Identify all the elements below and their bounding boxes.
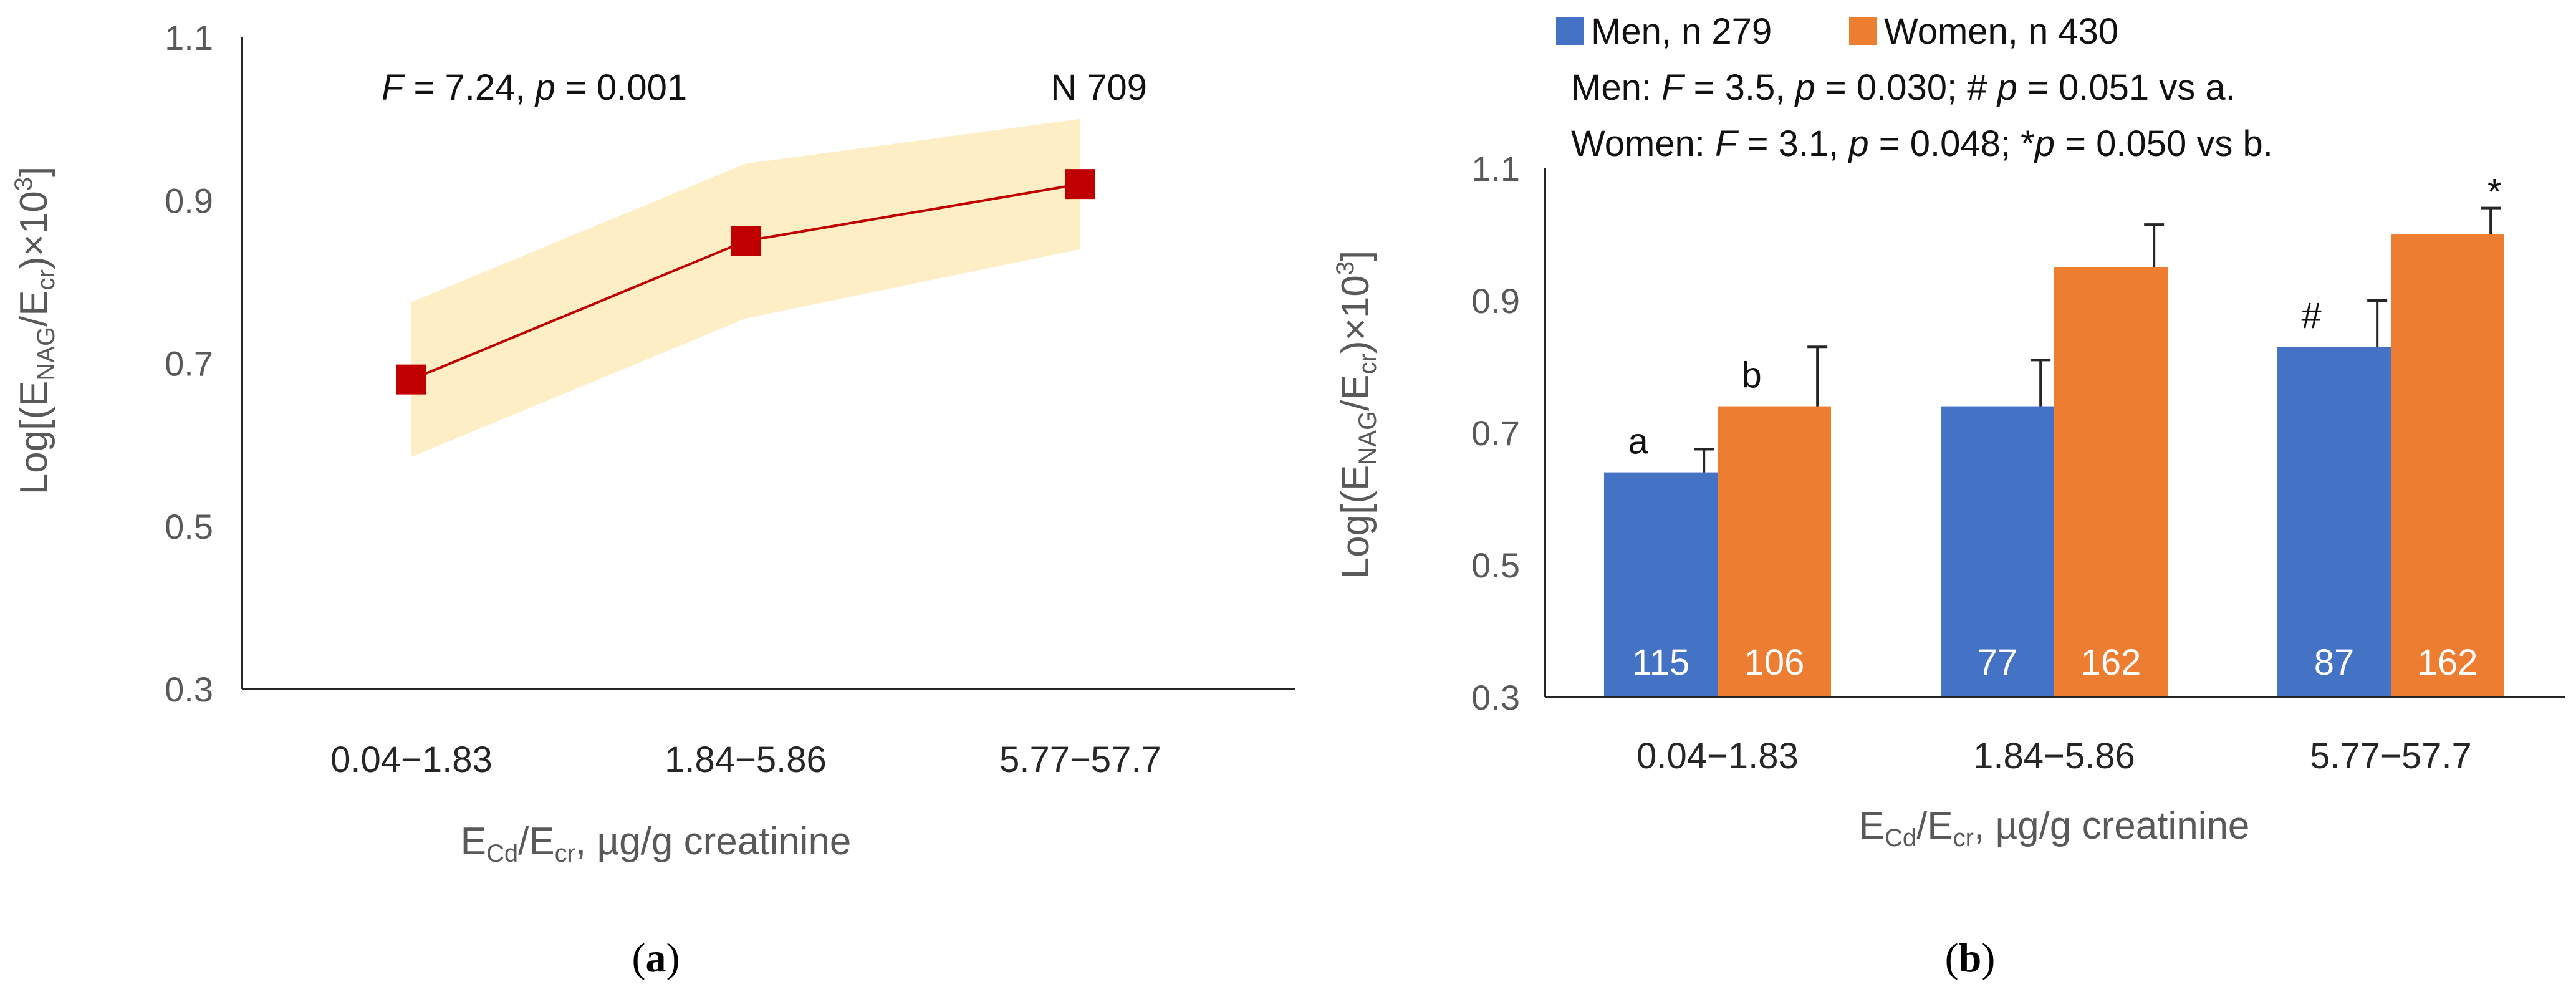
bar-count-label: 162 (2418, 642, 2478, 683)
panel-label-a: (a) (632, 935, 680, 981)
error-bar (2367, 299, 2388, 347)
legend-label-men: Men, n 279 (1591, 11, 1772, 52)
data-point (731, 226, 761, 256)
x-tick-label: 5.77−57.7 (2310, 736, 2472, 776)
y-axis-title: Log[(ENAG/Ecr)×103] (10, 166, 60, 495)
significance-marks: a b # * (1628, 172, 2501, 462)
x-tick-label: 1.84−5.86 (665, 740, 827, 780)
x-tick-label: 5.77−57.7 (999, 740, 1161, 780)
anova-annotation: F = 7.24, p = 0.001 (382, 67, 687, 108)
x-axis-title: ECd/Ecr, µg/g creatinine (461, 820, 852, 867)
bars (1604, 234, 2504, 697)
legend-swatch-men (1556, 17, 1584, 45)
y-axis-title: Log[(ENAG/Ecr)×103] (1332, 251, 1382, 579)
y-tick-label: 0.7 (1471, 413, 1520, 453)
y-tick-labels: 1.1 0.9 0.7 0.5 0.3 (1471, 149, 1520, 717)
bar-count-label: 77 (1978, 642, 2018, 683)
x-tick-label: 0.04−1.83 (1636, 736, 1799, 776)
error-bar (1807, 345, 1828, 407)
bar-count-label: 106 (1744, 642, 1805, 683)
y-tick-label: 1.1 (1471, 149, 1520, 188)
panel-label-b: (b) (1945, 935, 1996, 981)
bar-count-labels: 115 106 77 162 87 162 (1632, 642, 2478, 683)
y-tick-label: 0.9 (165, 181, 213, 220)
stats-women: Women: F = 3.1, p = 0.048; *p = 0.050 vs… (1571, 123, 2273, 164)
error-bar (2481, 206, 2501, 234)
error-bar (2031, 359, 2051, 407)
bar-count-label: 162 (2081, 642, 2141, 683)
bar-men (2277, 347, 2391, 697)
bar-men (1604, 472, 1718, 697)
error-bar (2144, 223, 2165, 267)
data-point (1065, 169, 1095, 200)
y-tick-label: 0.3 (1471, 678, 1520, 717)
bar-men (1941, 406, 2054, 697)
confidence-band (411, 118, 1080, 457)
y-tick-labels: 1.1 0.9 0.7 0.5 0.3 (165, 18, 213, 709)
y-tick-label: 0.7 (165, 344, 213, 383)
chart-panel-b: Men, n 279 Women, n 430 Men: F = 3.5, p … (1332, 11, 2565, 981)
legend-swatch-women (1849, 17, 1877, 45)
y-tick-label: 0.5 (1471, 546, 1520, 585)
x-axis-title: ECd/Ecr, µg/g creatinine (1859, 804, 2250, 852)
error-bars (1694, 206, 2501, 473)
y-tick-label: 0.5 (165, 507, 213, 546)
error-bar (1694, 448, 1714, 473)
significance-mark: # (2301, 296, 2321, 336)
x-tick-labels: 0.04−1.83 1.84−5.86 5.77−57.7 (330, 740, 1161, 780)
series-markers (396, 169, 1095, 395)
sample-size-label: N 709 (1050, 67, 1147, 108)
y-tick-label: 0.3 (165, 670, 213, 709)
x-tick-labels: 0.04−1.83 1.84−5.86 5.77−57.7 (1636, 736, 2472, 776)
bar-count-label: 115 (1632, 642, 1689, 683)
data-point (396, 364, 426, 395)
stats-men: Men: F = 3.5, p = 0.030; # p = 0.051 vs … (1571, 67, 2236, 108)
bar-count-label: 87 (2314, 642, 2355, 683)
chart-panel-a: 1.1 0.9 0.7 0.5 0.3 0.04−1.83 1.84−5.86 … (10, 18, 1295, 981)
bar-women (2391, 234, 2504, 697)
x-tick-label: 0.04−1.83 (330, 740, 493, 780)
x-tick-label: 1.84−5.86 (1973, 736, 2135, 776)
axes (241, 37, 1295, 690)
significance-mark: * (2487, 172, 2502, 213)
y-tick-label: 0.9 (1471, 281, 1520, 320)
significance-mark: a (1628, 422, 1648, 462)
legend-label-women: Women, n 430 (1884, 11, 2118, 52)
significance-mark: b (1741, 355, 1761, 396)
legend: Men, n 279 Women, n 430 (1556, 11, 2118, 52)
y-tick-label: 1.1 (165, 18, 213, 57)
bar-women (1718, 406, 1831, 697)
bar-women (2054, 267, 2168, 697)
